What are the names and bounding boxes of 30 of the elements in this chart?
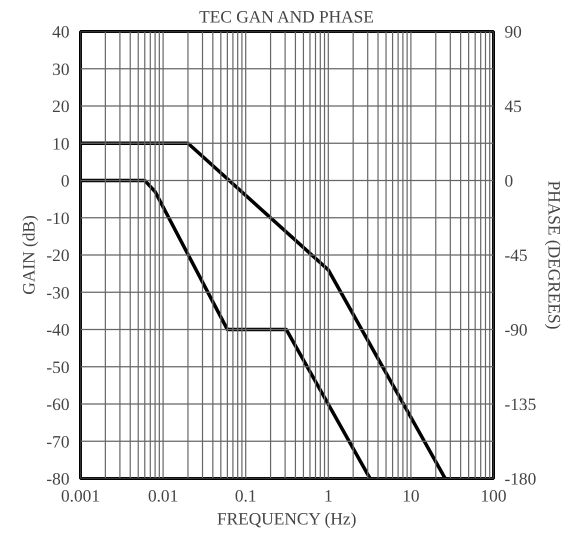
chart-title: TEC GAN AND PHASE: [199, 8, 374, 26]
y2-tick-label: -90: [504, 320, 528, 340]
y2-tick-label: -45: [504, 246, 528, 265]
y2-tick-label: 90: [504, 22, 522, 42]
y2-axis-title: PHASE (DEGREES): [544, 180, 564, 330]
x-tick-label: 100: [480, 486, 507, 506]
y-tick-label: 20: [52, 97, 70, 116]
y-tick-label: 30: [52, 60, 70, 79]
y-tick-label: -60: [46, 395, 70, 414]
x-tick-label: 1: [324, 486, 333, 506]
x-axis-title: FREQUENCY (Hz): [216, 510, 357, 528]
x-tick-label: 0.001: [61, 486, 100, 506]
y-axis-title: GAIN (dB): [19, 215, 38, 295]
y2-tick-label: -180: [504, 470, 536, 488]
y-tick-label: 10: [52, 134, 70, 154]
y2-tick-label: 0: [504, 172, 514, 190]
y-tick-label: -80: [46, 470, 70, 488]
x-tick-label: 0.1: [234, 486, 257, 506]
y-tick-label: -10: [46, 208, 70, 228]
x-tick-label: 0.01: [148, 486, 178, 506]
y-tick-label: 40: [52, 22, 70, 42]
y-tick-label: -70: [46, 432, 70, 452]
y-tick-label: -30: [46, 283, 70, 302]
y-tick-label: -50: [46, 358, 70, 377]
y2-tick-label: -135: [504, 395, 536, 414]
x-tick-label: 10: [402, 486, 420, 506]
y-tick-label: -20: [46, 246, 70, 265]
y2-tick-label: 45: [504, 97, 522, 116]
y-tick-label: -40: [46, 320, 70, 340]
y-tick-label: 0: [60, 172, 70, 190]
